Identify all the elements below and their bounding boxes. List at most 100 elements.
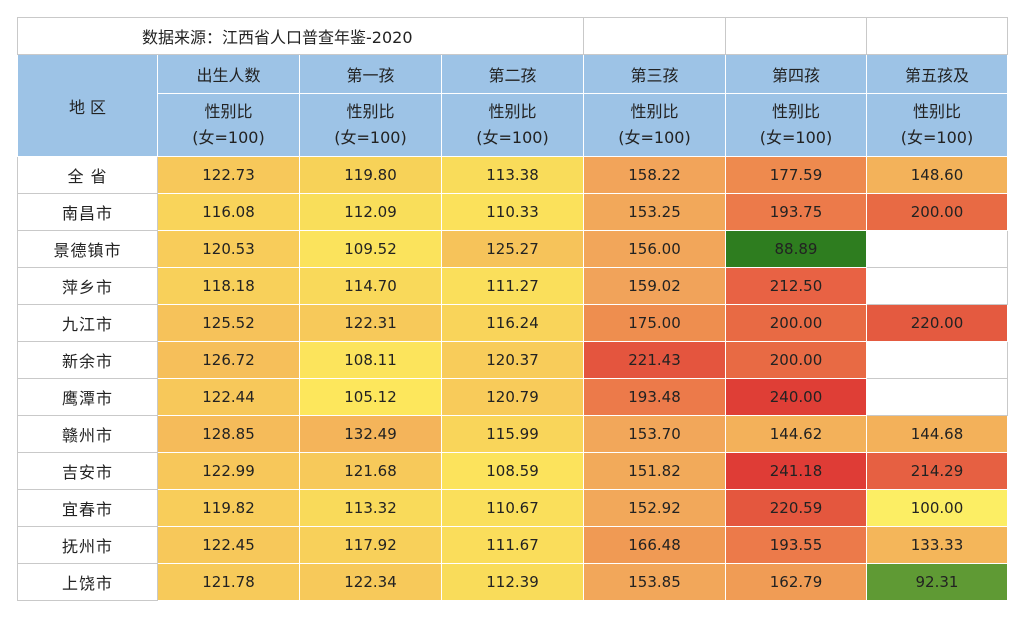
value-cell: 151.82	[583, 452, 726, 490]
blank-cell	[583, 17, 726, 55]
value-cell: 108.59	[441, 452, 584, 490]
empty-cell	[866, 341, 1008, 379]
blank-cell	[725, 17, 867, 55]
value-cell: 159.02	[583, 267, 726, 305]
value-cell: 113.32	[299, 489, 442, 527]
value-cell: 110.67	[441, 489, 584, 527]
unit-label: (女=100)	[334, 128, 407, 147]
column-subheader: 性别比 (女=100)	[299, 93, 442, 157]
value-cell: 156.00	[583, 230, 726, 268]
value-cell: 220.59	[725, 489, 867, 527]
value-cell: 112.39	[441, 563, 584, 601]
value-cell: 166.48	[583, 526, 726, 564]
unit-label: (女=100)	[759, 128, 833, 147]
value-cell: 120.53	[157, 230, 300, 268]
column-header: 第一孩	[299, 54, 442, 94]
table-row: 九江市 125.52 122.31 116.24 175.00 200.00 220.00	[17, 304, 1008, 342]
table-row: 鹰潭市 122.44 105.12 120.79 193.48 240.00	[17, 378, 1008, 416]
source-row: 数据来源：江西省人口普查年鉴-2020	[17, 17, 1008, 55]
sex-ratio-table: 数据来源：江西省人口普查年鉴-2020 地 区 出生人数 第一孩 第二孩 第三孩 第四孩…	[17, 17, 1008, 601]
value-cell: 177.59	[725, 156, 867, 194]
value-cell: 132.49	[299, 415, 442, 453]
value-cell: 108.11	[299, 341, 442, 379]
region-cell: 鹰潭市	[17, 378, 158, 416]
table-row: 萍乡市 118.18 114.70 111.27 159.02 212.50	[17, 267, 1008, 305]
table-row: 南昌市 116.08 112.09 110.33 153.25 193.75 200.00	[17, 193, 1008, 231]
region-cell: 上饶市	[17, 563, 158, 601]
column-header: 第三孩	[583, 54, 726, 94]
value-cell: 153.25	[583, 193, 726, 231]
value-cell: 122.45	[157, 526, 300, 564]
value-cell: 122.31	[299, 304, 442, 342]
value-cell: 193.48	[583, 378, 726, 416]
value-cell: 119.82	[157, 489, 300, 527]
value-cell: 122.44	[157, 378, 300, 416]
table-row: 抚州市 122.45 117.92 111.67 166.48 193.55 133.33	[17, 526, 1008, 564]
value-cell: 128.85	[157, 415, 300, 453]
value-cell: 193.55	[725, 526, 867, 564]
table-row: 宜春市 119.82 113.32 110.67 152.92 220.59 100.00	[17, 489, 1008, 527]
value-cell: 200.00	[725, 341, 867, 379]
value-cell: 122.73	[157, 156, 300, 194]
value-cell: 133.33	[866, 526, 1008, 564]
region-cell: 南昌市	[17, 193, 158, 231]
region-cell: 抚州市	[17, 526, 158, 564]
value-cell: 221.43	[583, 341, 726, 379]
table-row: 新余市 126.72 108.11 120.37 221.43 200.00	[17, 341, 1008, 379]
table-row: 景德镇市 120.53 109.52 125.27 156.00 88.89	[17, 230, 1008, 268]
column-subheader: 性别比 (女=100)	[583, 93, 726, 157]
value-cell: 148.60	[866, 156, 1008, 194]
value-cell: 114.70	[299, 267, 442, 305]
value-cell: 125.27	[441, 230, 584, 268]
column-header: 出生人数	[157, 54, 300, 94]
value-cell: 158.22	[583, 156, 726, 194]
value-cell: 121.78	[157, 563, 300, 601]
table-row: 吉安市 122.99 121.68 108.59 151.82 241.18 214.29	[17, 452, 1008, 490]
value-cell: 200.00	[725, 304, 867, 342]
column-subheader: 性别比 (女=100)	[866, 93, 1008, 157]
value-cell: 113.38	[441, 156, 584, 194]
region-cell: 新余市	[17, 341, 158, 379]
value-cell: 214.29	[866, 452, 1008, 490]
value-cell: 115.99	[441, 415, 584, 453]
empty-cell	[866, 267, 1008, 305]
value-cell: 110.33	[441, 193, 584, 231]
value-cell: 122.99	[157, 452, 300, 490]
empty-cell	[866, 378, 1008, 416]
table-row: 赣州市 128.85 132.49 115.99 153.70 144.62 144.68	[17, 415, 1008, 453]
value-cell: 109.52	[299, 230, 442, 268]
value-cell: 153.85	[583, 563, 726, 601]
metric-label: 性别比	[912, 102, 961, 121]
value-cell: 152.92	[583, 489, 726, 527]
table-body: 全 省 122.73 119.80 113.38 158.22 177.59 148.60 南…	[17, 156, 1008, 601]
value-cell: 125.52	[157, 304, 300, 342]
value-cell: 120.79	[441, 378, 584, 416]
value-cell: 175.00	[583, 304, 726, 342]
value-cell: 144.68	[866, 415, 1008, 453]
unit-label: (女=100)	[618, 128, 691, 147]
region-cell: 萍乡市	[17, 267, 158, 305]
data-table-sheet: 数据来源：江西省人口普查年鉴-2020 地 区 出生人数 第一孩 第二孩 第三孩 第四孩…	[17, 17, 1008, 601]
region-cell: 九江市	[17, 304, 158, 342]
value-cell: 153.70	[583, 415, 726, 453]
value-cell: 241.18	[725, 452, 867, 490]
value-cell: 116.24	[441, 304, 584, 342]
value-cell: 162.79	[725, 563, 867, 601]
value-cell: 200.00	[866, 193, 1008, 231]
value-cell: 116.08	[157, 193, 300, 231]
value-cell: 240.00	[725, 378, 867, 416]
column-header: 第四孩	[725, 54, 867, 94]
value-cell: 111.27	[441, 267, 584, 305]
unit-label: (女=100)	[476, 128, 549, 147]
value-cell: 105.12	[299, 378, 442, 416]
value-cell: 126.72	[157, 341, 300, 379]
region-cell: 景德镇市	[17, 230, 158, 268]
value-cell: 92.31	[866, 563, 1008, 601]
value-cell: 120.37	[441, 341, 584, 379]
value-cell: 88.89	[725, 230, 867, 268]
column-header: 第五孩及	[866, 54, 1008, 94]
region-column-header: 地 区	[17, 54, 158, 157]
value-cell: 144.62	[725, 415, 867, 453]
column-subheader: 性别比 (女=100)	[725, 93, 867, 157]
metric-label: 性别比	[488, 102, 537, 121]
